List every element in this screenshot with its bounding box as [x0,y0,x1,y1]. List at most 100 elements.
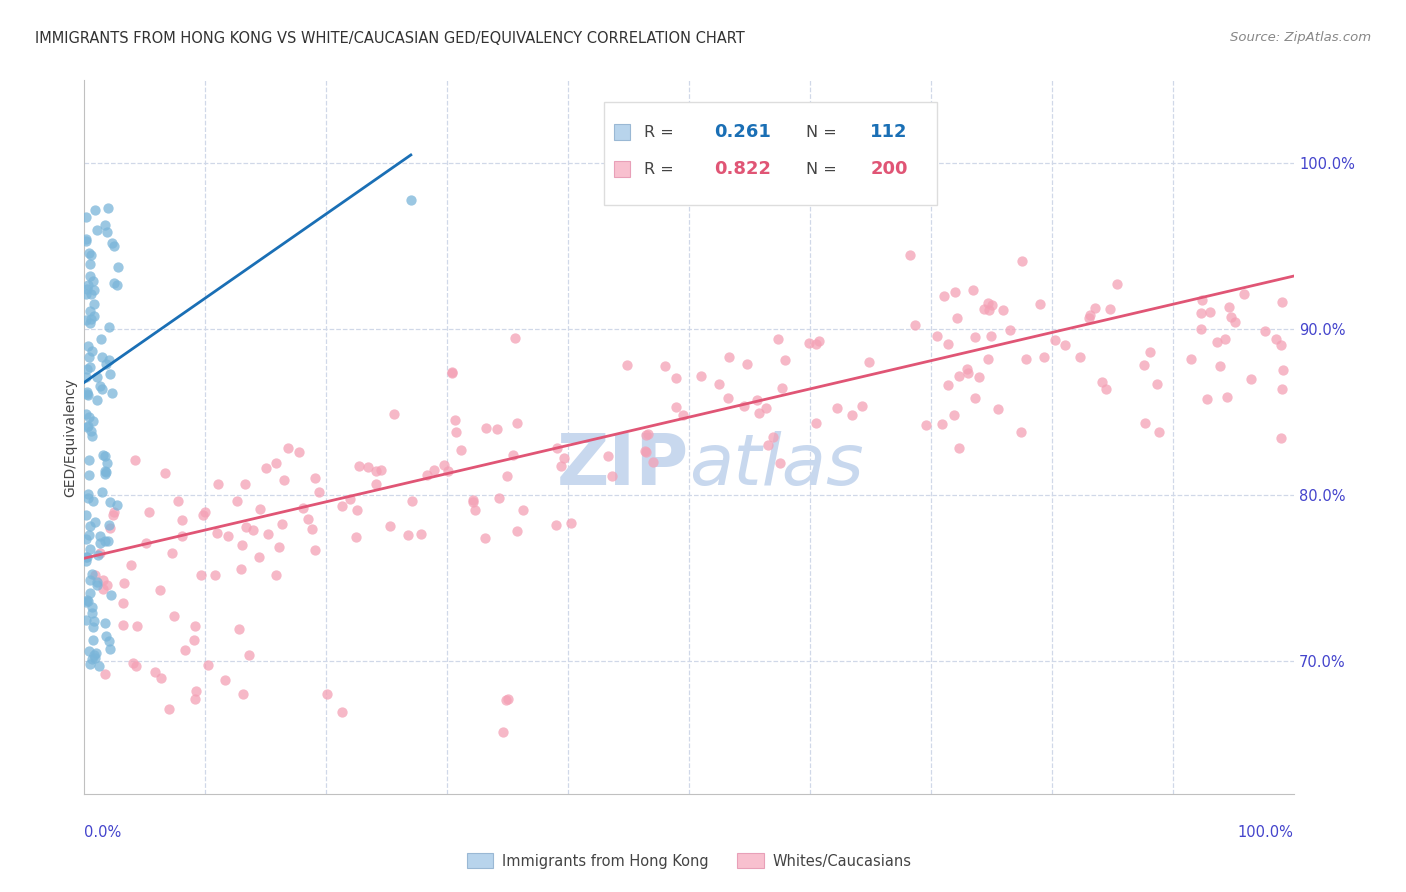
Point [96,465,118,479]
Point [160,546,183,560]
Point [191,508,214,522]
Point [84,202,107,217]
Point [96,456,118,470]
Point [665,370,688,384]
Text: IMMIGRANTS FROM HONG KONG VS WHITE/CAUCASIAN GED/EQUIVALENCY CORRELATION CHART: IMMIGRANTS FROM HONG KONG VS WHITE/CAUCA… [35,31,745,46]
Point [1105,277,1128,292]
Point [112,597,135,611]
Point [755,401,778,416]
Point [1149,425,1171,439]
Point [399,193,422,207]
Point [292,501,315,516]
Point [76,277,98,292]
Point [506,416,529,430]
Point [86,392,108,407]
FancyBboxPatch shape [605,102,936,205]
Point [80,248,103,262]
Point [304,471,326,485]
Point [94,616,117,631]
Point [103,277,125,291]
Point [936,337,959,351]
Point [304,542,326,557]
Point [214,673,236,688]
Point [1218,300,1240,314]
Point [316,687,339,701]
Point [172,529,194,543]
Point [748,406,770,420]
Point [423,463,446,477]
Point [86,575,108,590]
Point [75,595,97,609]
Point [943,285,966,299]
Point [77,468,100,483]
Point [382,407,405,421]
Point [94,534,117,549]
Point [1033,350,1056,364]
Point [931,417,953,431]
Point [775,353,797,368]
Point [634,428,657,442]
Point [634,444,657,458]
Point [1098,302,1121,317]
Point [301,522,323,536]
Point [308,484,330,499]
Point [267,540,290,554]
Point [76,593,98,607]
Point [103,239,125,253]
Point [125,619,148,633]
Point [464,503,486,517]
Point [1078,308,1101,322]
Point [80,566,103,581]
Point [654,359,676,373]
Point [98,319,121,334]
Point [82,620,104,634]
Point [364,477,387,491]
Point [1015,351,1038,366]
Point [1077,311,1099,326]
Point [266,568,288,582]
Point [163,608,186,623]
Point [762,430,785,444]
Point [79,542,101,557]
Point [150,672,173,686]
Point [672,408,695,422]
Point [75,234,97,248]
Point [84,515,107,529]
Point [1199,305,1222,319]
Point [347,458,370,473]
Point [616,359,638,373]
Point [101,508,124,522]
Point [79,519,101,533]
Point [232,687,254,701]
Point [1240,371,1263,385]
Text: Source: ZipAtlas.com: Source: ZipAtlas.com [1230,31,1371,45]
Point [925,329,948,343]
Point [496,692,519,706]
Point [75,287,97,301]
Legend: Immigrants from Hong Kong, Whites/Caucasians: Immigrants from Hong Kong, Whites/Caucas… [467,854,911,869]
Point [138,505,160,519]
Point [936,378,959,392]
Point [225,494,247,508]
Point [977,296,1000,310]
Point [502,448,524,462]
Point [204,568,226,582]
Point [495,693,517,707]
Point [105,278,128,293]
Point [79,657,101,672]
Point [339,491,361,506]
Point [956,366,979,380]
Point [91,448,114,462]
Point [90,350,112,364]
Point [82,632,104,647]
Point [79,573,101,587]
Point [235,520,257,534]
Point [1195,392,1218,407]
Point [634,445,657,459]
Point [492,724,515,739]
Point [86,223,108,237]
Point [463,495,485,509]
Point [76,385,98,400]
Point [76,362,98,376]
Point [948,441,970,455]
